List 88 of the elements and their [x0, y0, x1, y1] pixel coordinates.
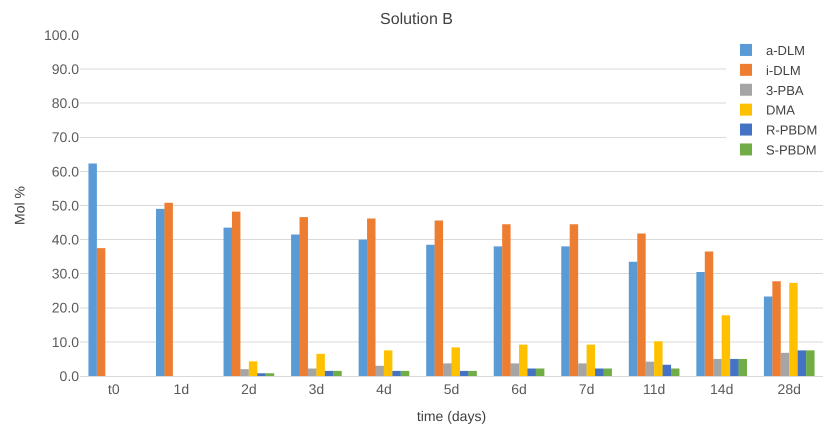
- bar: [646, 362, 654, 376]
- bar: [603, 368, 612, 376]
- bar: [384, 350, 392, 376]
- legend-label: a-DLM: [766, 43, 806, 58]
- bar: [232, 212, 240, 376]
- legend-label: S-PBDM: [766, 142, 817, 158]
- bar: [772, 281, 781, 376]
- x-tick-label: 28d: [778, 380, 801, 397]
- bar: [806, 350, 815, 376]
- bar: [96, 248, 106, 376]
- bar: [519, 344, 528, 376]
- bar: [527, 368, 536, 376]
- x-axis-title: time (days): [416, 408, 486, 424]
- bar: [494, 246, 502, 376]
- bar: [358, 240, 368, 376]
- bar: [586, 344, 596, 376]
- y-axis-title: Mol %: [12, 186, 28, 225]
- x-tick-label: 1d: [174, 380, 190, 397]
- bar: [324, 370, 334, 376]
- x-tick-label: 2d: [241, 380, 257, 397]
- x-tick-label: 14d: [710, 380, 734, 397]
- legend-label: DMA: [766, 102, 796, 118]
- bar: [628, 262, 638, 376]
- bar: [376, 366, 384, 376]
- bar: [764, 296, 772, 376]
- bar: [460, 370, 468, 376]
- y-tick-label: 0.0: [60, 368, 80, 384]
- x-tick-label: 5d: [444, 380, 460, 397]
- y-tick-label: 30.0: [52, 266, 80, 282]
- bar: [392, 370, 401, 376]
- bar: [536, 368, 544, 376]
- bar: [722, 315, 730, 376]
- y-tick-label: 80.0: [52, 95, 80, 112]
- bar: [578, 363, 587, 376]
- x-tick-label: 4d: [376, 380, 392, 397]
- bar: [257, 373, 266, 376]
- x-tick-label: 6d: [511, 380, 527, 397]
- bar: [654, 341, 663, 376]
- legend-label: R-PBDM: [766, 122, 818, 138]
- y-tick-label: 20.0: [52, 300, 80, 316]
- bar: [671, 368, 680, 376]
- bar: [300, 217, 308, 376]
- y-tick-label: 70.0: [52, 129, 80, 146]
- bar: [333, 370, 342, 376]
- bar: [696, 272, 705, 376]
- y-tick-label: 90.0: [52, 61, 80, 77]
- bar: [156, 208, 164, 376]
- legend-label: 3-PBA: [766, 82, 804, 98]
- bar: [452, 347, 460, 376]
- bar: [502, 224, 511, 376]
- bar: [291, 234, 300, 376]
- bar: [426, 244, 435, 376]
- bar: [662, 364, 672, 376]
- chart-title: Solution B: [380, 11, 453, 28]
- y-tick-label: 100.0: [44, 26, 80, 43]
- x-tick-label: 3d: [308, 380, 324, 397]
- bar: [570, 224, 578, 376]
- bar: [780, 352, 790, 376]
- bar: [510, 363, 520, 376]
- bar: [704, 252, 714, 376]
- bar: [738, 358, 748, 376]
- bar: [164, 202, 173, 376]
- bar: [443, 363, 452, 376]
- y-tick-label: 50.0: [52, 197, 80, 214]
- bar: [240, 369, 249, 376]
- bar: [713, 358, 722, 376]
- legend-label: i-DLM: [766, 62, 801, 78]
- bar: [798, 350, 806, 376]
- x-tick-label: t0: [108, 380, 120, 397]
- bar: [730, 358, 739, 376]
- y-tick-label: 10.0: [52, 334, 80, 350]
- bar: [595, 368, 604, 376]
- bar: [367, 218, 376, 376]
- bar: [468, 370, 477, 376]
- y-tick-label: 40.0: [52, 232, 80, 248]
- bar: [88, 164, 97, 376]
- y-tick-label: 60.0: [52, 163, 80, 180]
- bar: [789, 282, 798, 376]
- bar: [434, 220, 444, 376]
- bar: [308, 368, 316, 376]
- x-tick-label: 11d: [642, 380, 666, 397]
- x-tick-label: 7d: [578, 380, 594, 397]
- bar: [224, 228, 232, 376]
- bar: [316, 354, 325, 376]
- bar: [561, 246, 570, 376]
- bar: [248, 361, 258, 376]
- bar: [400, 370, 410, 376]
- bar: [637, 233, 646, 376]
